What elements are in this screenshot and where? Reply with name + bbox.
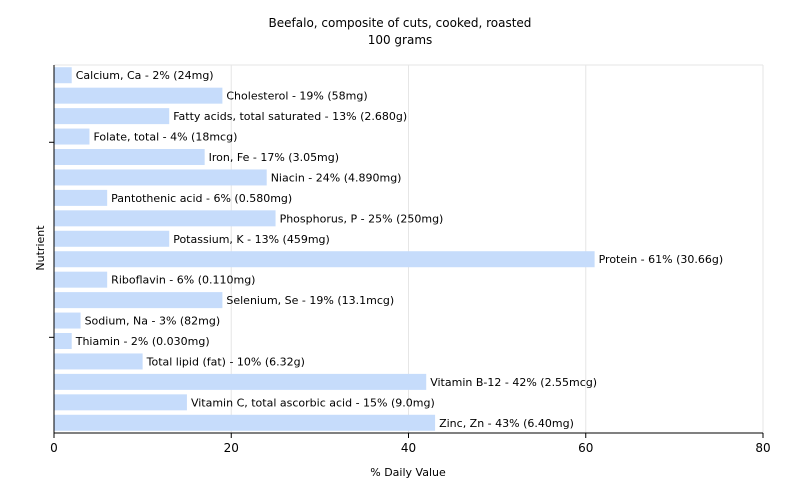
- bar: [54, 67, 72, 84]
- x-tick-label: 80: [755, 441, 770, 455]
- x-tick-label: 20: [224, 441, 239, 455]
- bar-label: Pantothenic acid - 6% (0.580mg): [111, 192, 292, 205]
- bar-label: Fatty acids, total saturated - 13% (2.68…: [173, 110, 407, 123]
- bar: [54, 169, 267, 186]
- chart-title: Beefalo, composite of cuts, cooked, roas…: [268, 16, 532, 30]
- bar-label: Cholesterol - 19% (58mg): [226, 90, 367, 103]
- bar: [54, 149, 205, 165]
- bar-label: Total lipid (fat) - 10% (6.32g): [146, 355, 305, 368]
- axes: 0 20 40 60 80: [49, 65, 771, 455]
- x-tick-label: 0: [50, 441, 58, 455]
- bar: [54, 373, 427, 390]
- bar-label: Calcium, Ca - 2% (24mg): [76, 69, 214, 82]
- bar-label: Zinc, Zn - 43% (6.40mg): [439, 417, 574, 430]
- bar: [54, 353, 143, 370]
- bar-label: Selenium, Se - 19% (13.1mcg): [226, 294, 394, 307]
- bars: Calcium, Ca - 2% (24mg) Cholesterol - 19%…: [54, 67, 723, 431]
- bar: [54, 87, 223, 104]
- bar: [54, 230, 170, 247]
- bar-label: Vitamin B-12 - 42% (2.55mcg): [430, 376, 597, 389]
- bar: [54, 210, 276, 227]
- bar: [54, 333, 72, 349]
- bar: [54, 292, 223, 309]
- bar-label: Protein - 61% (30.66g): [599, 253, 724, 266]
- chart-subtitle: 100 grams: [367, 33, 433, 47]
- bar-label: Folate, total - 4% (18mcg): [93, 131, 237, 144]
- bar: [54, 189, 108, 206]
- bar-label: Thiamin - 2% (0.030mg): [75, 335, 210, 348]
- gridlines: [54, 64, 764, 433]
- y-axis-title: Nutrient: [34, 225, 47, 271]
- bar-label: Sodium, Na - 3% (82mg): [85, 315, 221, 328]
- x-tick-label: 40: [401, 441, 416, 455]
- bar-label: Phosphorus, P - 25% (250mg): [280, 212, 444, 225]
- bar-label: Niacin - 24% (4.890mg): [271, 171, 402, 184]
- x-axis-title: % Daily Value: [370, 466, 446, 479]
- bar-label: Potassium, K - 13% (459mg): [173, 233, 330, 246]
- bar: [54, 414, 436, 431]
- bar-label: Iron, Fe - 17% (3.05mg): [209, 151, 339, 164]
- bar: [54, 271, 108, 288]
- bar: [54, 312, 81, 329]
- x-tick-label: 60: [578, 441, 593, 455]
- bar: [54, 108, 170, 125]
- bar: [54, 251, 595, 268]
- bar-label: Riboflavin - 6% (0.110mg): [111, 274, 255, 287]
- bar: [54, 394, 187, 411]
- bar: [54, 128, 90, 145]
- bar-label: Vitamin C, total ascorbic acid - 15% (9.…: [191, 396, 435, 409]
